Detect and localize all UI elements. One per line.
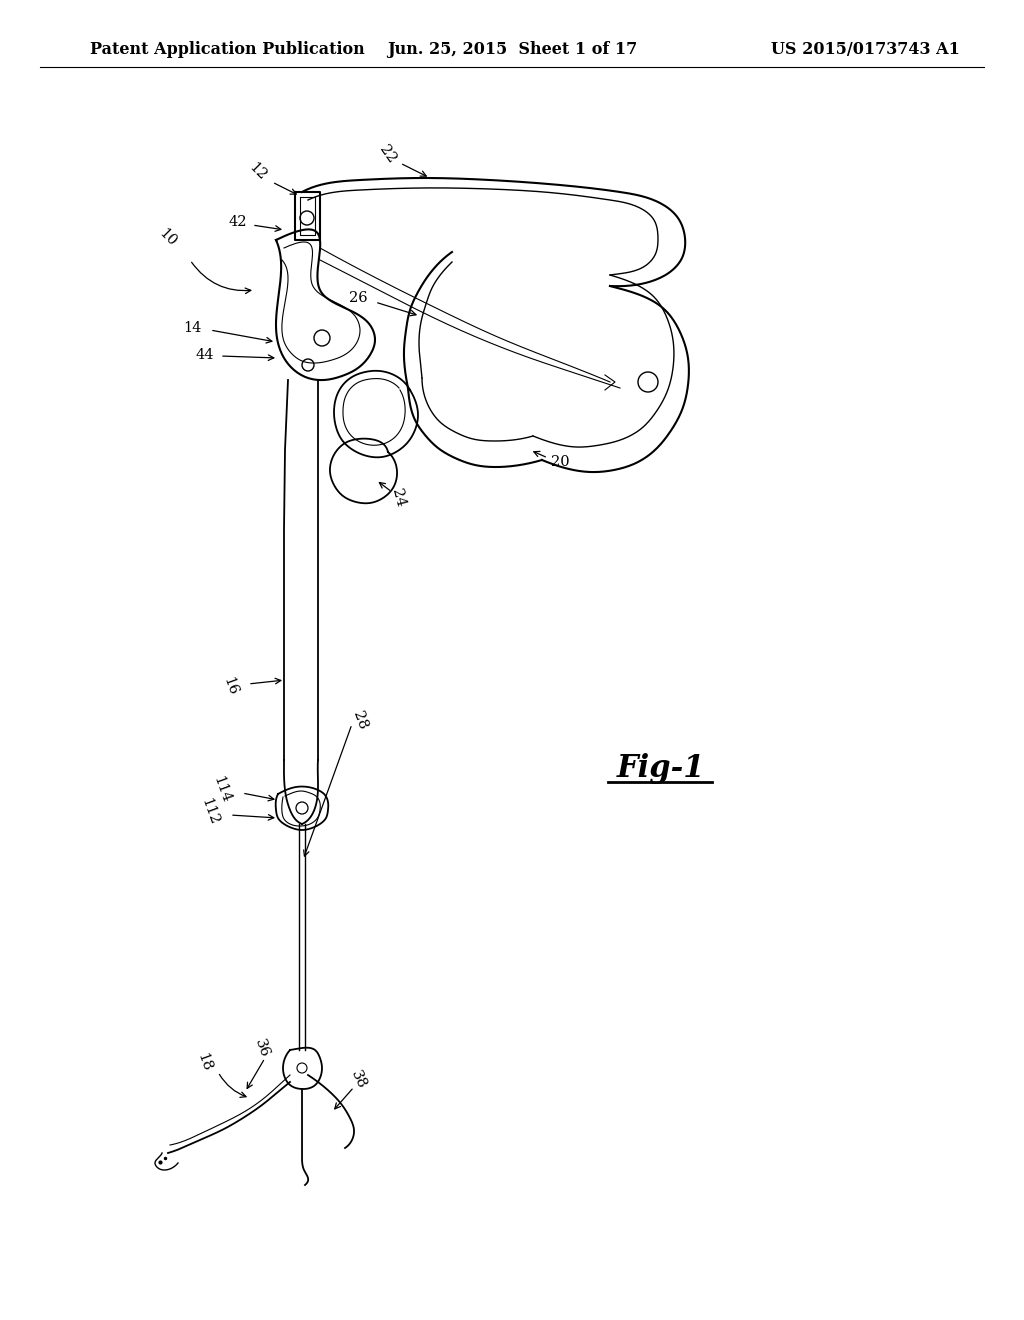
Text: 12: 12 — [247, 161, 269, 183]
Text: 14: 14 — [183, 321, 201, 335]
Text: 16: 16 — [220, 675, 240, 697]
Text: 38: 38 — [348, 1069, 369, 1092]
Text: 114: 114 — [211, 775, 233, 805]
Text: US 2015/0173743 A1: US 2015/0173743 A1 — [771, 41, 961, 58]
Text: 24: 24 — [389, 487, 408, 508]
Text: 42: 42 — [228, 215, 247, 228]
Text: 112: 112 — [199, 797, 221, 828]
Text: 18: 18 — [195, 1051, 214, 1073]
Text: 20: 20 — [551, 455, 569, 469]
Text: 44: 44 — [196, 348, 214, 362]
Text: Patent Application Publication: Patent Application Publication — [90, 41, 365, 58]
Text: 28: 28 — [350, 709, 370, 731]
Text: 10: 10 — [157, 227, 179, 249]
Text: Fig-1: Fig-1 — [616, 752, 705, 784]
Text: 22: 22 — [377, 143, 399, 165]
Text: Jun. 25, 2015  Sheet 1 of 17: Jun. 25, 2015 Sheet 1 of 17 — [387, 41, 637, 58]
Text: 26: 26 — [349, 290, 368, 305]
Text: 36: 36 — [252, 1036, 271, 1059]
